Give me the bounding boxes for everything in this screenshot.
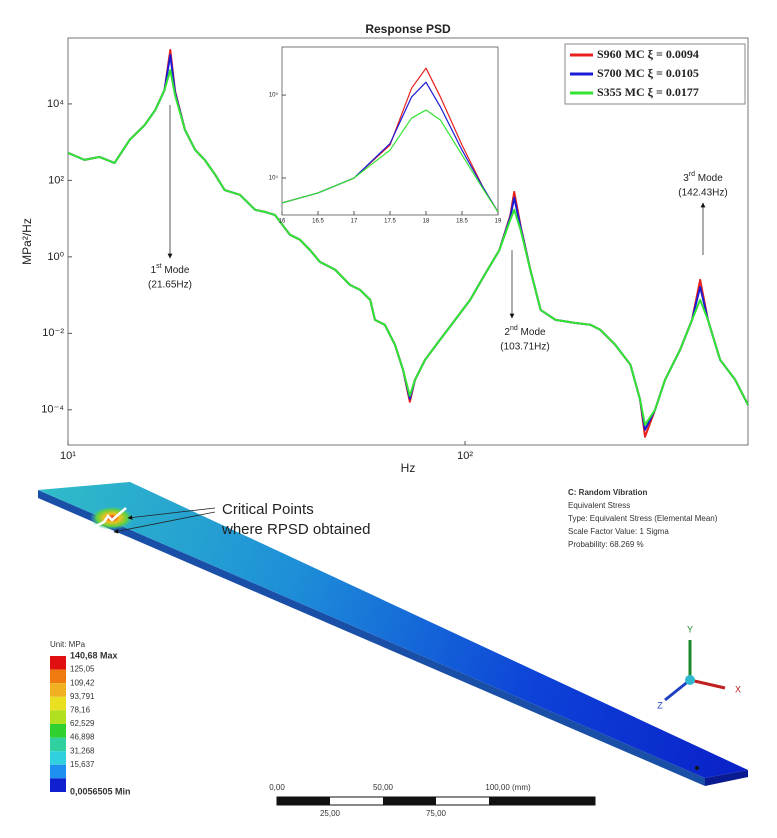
mode-word: Mode (695, 173, 723, 184)
beam-side (38, 490, 705, 786)
x-tick-label: 17 (351, 219, 358, 225)
origin (685, 675, 695, 685)
x-axis-label: Hz (401, 461, 416, 475)
x-tick-label: 16 (279, 219, 286, 225)
scale-bar (276, 796, 596, 806)
charts: 10¹ 10² 10⁻⁴ 10⁻² 10⁰ 10² 10⁴ Response PSD Hz MPa… (20, 22, 749, 475)
mode-label: 1st Mode (151, 263, 190, 276)
y-tick-label: 10⁻⁴ (41, 404, 64, 416)
scale-swatch (50, 737, 66, 752)
scale-swatch (50, 710, 66, 724)
scale-swatch (50, 724, 66, 738)
scale-swatch (50, 669, 66, 684)
scale-label: 93,791 (70, 692, 95, 701)
axis-name: Y (687, 624, 693, 634)
x-axis-arrow (689, 678, 726, 690)
legend-box (564, 43, 746, 105)
mode-word: Mode (518, 327, 546, 338)
mode-ordinal: 1 (151, 265, 157, 276)
info-line: Type: Equivalent Stress (Elemental Mean) (568, 514, 718, 523)
scale-swatch (50, 751, 66, 765)
scale-label: 125,05 (70, 665, 95, 674)
series-line (281, 109, 499, 213)
y-axis-label: MPa²/Hz (20, 218, 34, 265)
contour-scale: 140,68 Max 125,05 109,42 93,791 78,16 62,529 4… (50, 650, 131, 796)
legend-label: S700 MC ξ = 0.0105 (597, 66, 699, 80)
x-tick-label: 16.5 (312, 219, 324, 225)
callout-arrow (113, 511, 216, 534)
beam-end (705, 770, 748, 786)
chart-title: Response PSD (365, 22, 451, 36)
scale-label: 31,268 (70, 746, 95, 755)
scale-bar-label: 25,00 (320, 809, 341, 818)
mode-suffix: rd (689, 171, 695, 178)
y-tick-label: 10² (48, 174, 64, 186)
scale-swatch (50, 696, 66, 711)
scale-label: 109,42 (70, 678, 95, 687)
axis-name: Z (657, 700, 663, 710)
scale-label: 15,637 (70, 760, 95, 769)
notch (95, 507, 127, 528)
series-line (67, 69, 749, 426)
callout-text: where RPSD obtained (221, 521, 370, 538)
mode-frequency: (103.71Hz) (500, 342, 549, 353)
callout-arrow (127, 507, 216, 520)
scale-bar-label: 75,00 (426, 809, 447, 818)
scale-label: 62,529 (70, 719, 95, 728)
scale-swatch (50, 778, 66, 792)
z-axis-arrow (664, 678, 691, 702)
info-line: Probability: 68.269 % (568, 540, 644, 549)
scale-bar-label: 50,00 (373, 783, 394, 792)
unit-label: Unit: MPa (50, 640, 86, 649)
x-tick-label: 17.5 (384, 219, 396, 225)
scale-label: 140,68 Max (70, 650, 118, 660)
info-title: C: Random Vibration (568, 488, 648, 497)
mode-label: 2nd Mode (504, 325, 546, 338)
mode-suffix: nd (510, 325, 518, 332)
fea-model (38, 482, 748, 786)
scale-swatch (50, 656, 66, 670)
scale-swatch (50, 683, 66, 697)
y-tick-label: 10⁴ (47, 98, 64, 110)
legend-label: S960 MC ξ = 0.0094 (597, 47, 699, 61)
info-line: Equivalent Stress (568, 501, 630, 510)
info-line: Scale Factor Value: 1 Sigma (568, 527, 669, 536)
mode-label: 3rd Mode (683, 171, 723, 184)
scale-bar-label: 0,00 (269, 783, 285, 792)
axis-name: X (735, 684, 741, 694)
scale-label: 0,0056505 Min (70, 786, 131, 796)
y-tick-label: 10⁻² (42, 327, 64, 339)
scale-bar-segment (383, 797, 436, 805)
x-tick-label: 18 (423, 219, 430, 225)
scale-bar-segment (277, 797, 330, 805)
beam-top (38, 482, 748, 778)
scale-bar-segment (489, 797, 595, 805)
scale-label: 46,898 (70, 733, 95, 742)
mode-frequency: (21.65Hz) (148, 280, 192, 291)
scale-swatch (50, 764, 66, 779)
legend-label: S355 MC ξ = 0.0177 (597, 85, 699, 99)
x-tick-label: 10² (457, 450, 473, 462)
plot-frame (281, 46, 499, 216)
scale-bar-label: 100,00 (mm) (485, 783, 531, 792)
x-tick-label: 10¹ (60, 450, 76, 462)
x-tick-label: 18.5 (456, 219, 468, 225)
callout-text: Critical Points (222, 501, 314, 518)
axis-triad (664, 640, 726, 702)
mode-ordinal: 2 (504, 327, 510, 338)
y-tick-label: 10⁰ (47, 251, 64, 263)
y-tick-label: 10⁵ (269, 92, 279, 99)
mode-word: Mode (162, 265, 190, 276)
mode-suffix: st (156, 263, 162, 270)
mode-frequency: (142.43Hz) (678, 188, 727, 199)
scale-label: 78,16 (70, 706, 91, 715)
point (695, 766, 699, 770)
x-tick-label: 19 (495, 219, 502, 225)
mode-ordinal: 3 (683, 173, 689, 184)
y-tick-label: 10⁴ (269, 175, 279, 182)
